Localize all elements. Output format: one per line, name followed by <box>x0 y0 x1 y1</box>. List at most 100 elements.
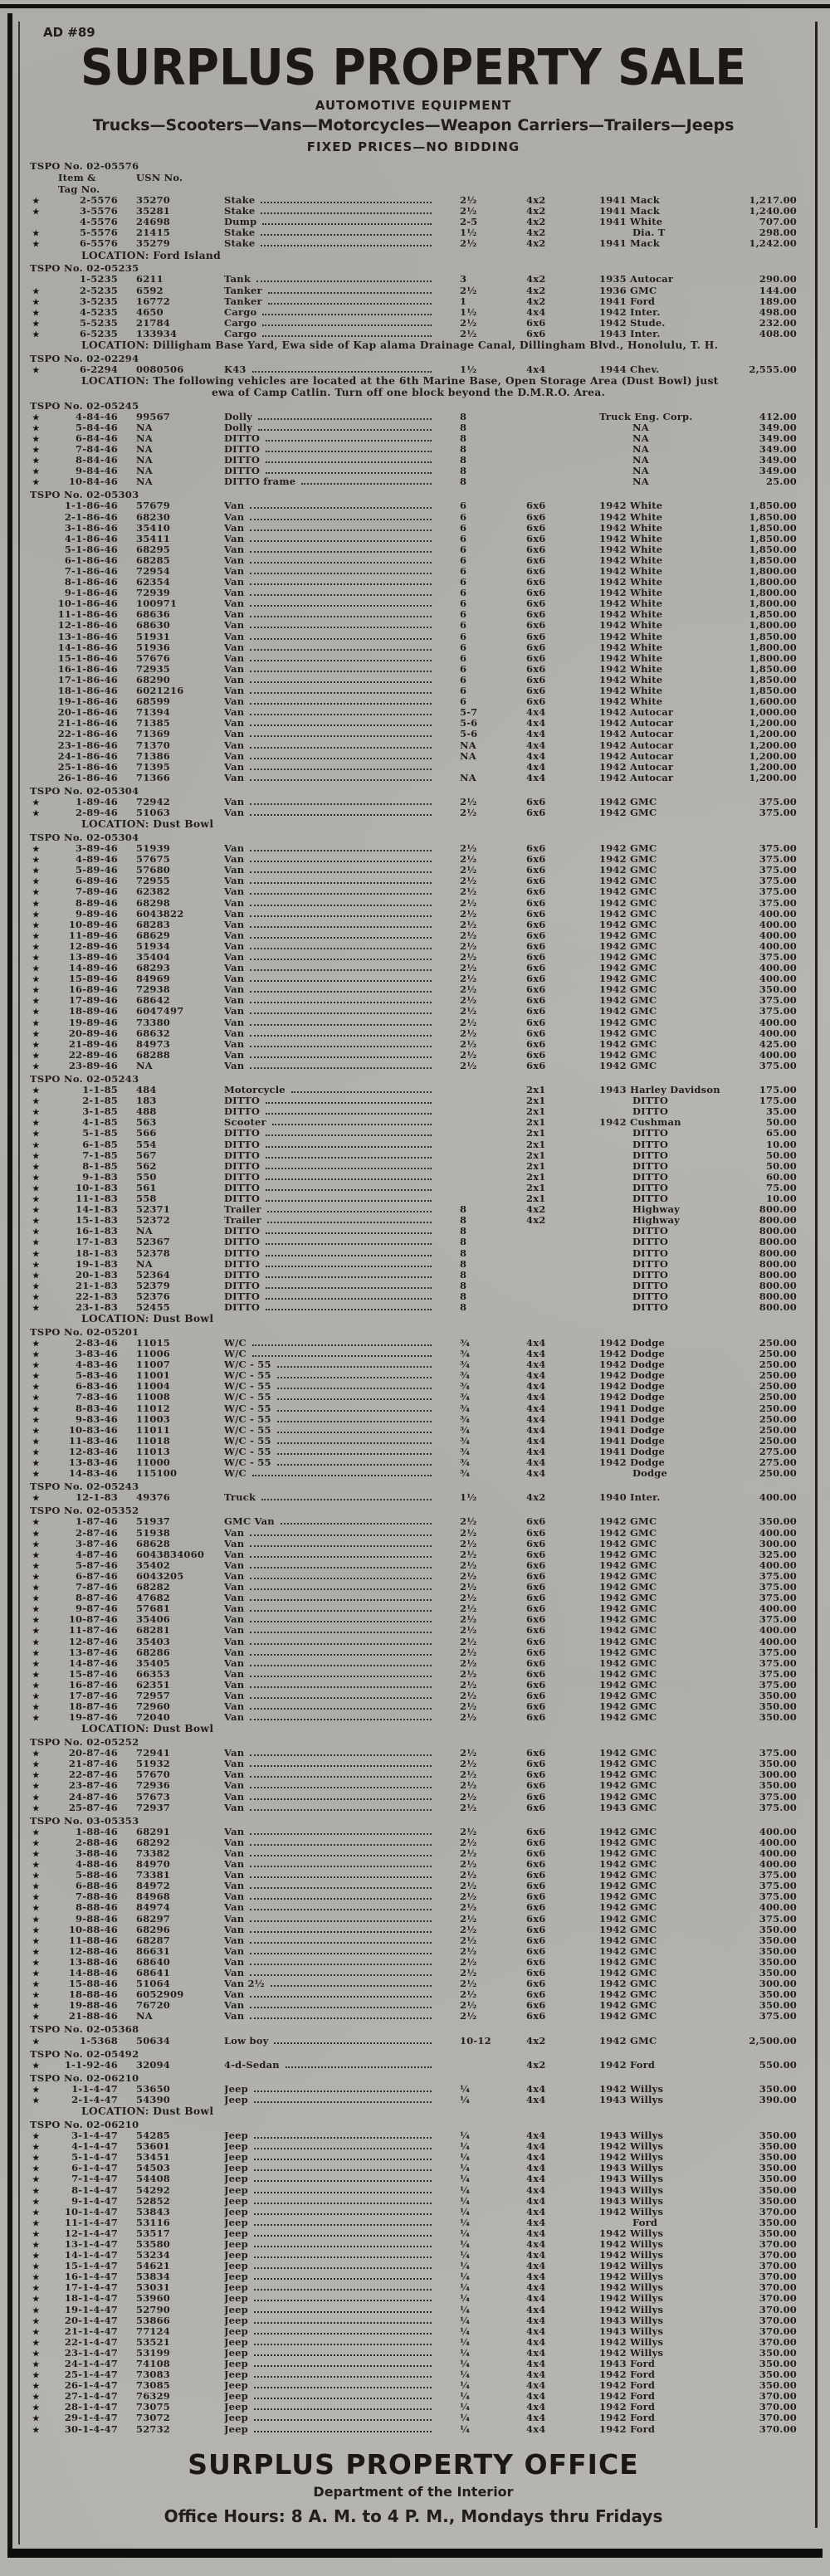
dotted-leader <box>253 2310 432 2313</box>
cell-capacity: ¼ <box>460 2130 471 2142</box>
description-text: Van <box>224 652 245 664</box>
dotted-leader <box>250 1066 432 1069</box>
cell-price: 250.00 <box>759 1434 797 1447</box>
dotted-leader <box>250 1534 432 1536</box>
cell-description: W/C - 55 <box>224 1447 440 1457</box>
star-icon: ★ <box>32 1217 40 1227</box>
cell-price: 375.00 <box>759 2010 797 2022</box>
description-text: Dump <box>224 217 257 228</box>
table-row: ★ 9-89-46 6043822 Van 2½ 6x6 1942 GMC 400.00 <box>30 907 797 920</box>
cell-year-make: 1942 White <box>599 576 663 588</box>
table-row: ★ 7-84-46 NA DITTO 8 NA 349.00 <box>30 442 797 455</box>
cell-tag-number: 9-89-46 <box>76 907 118 920</box>
cell-tag-number: 1-5235 <box>80 273 118 285</box>
cell-description: W/C - 55 <box>224 1359 440 1370</box>
cell-capacity: 8 <box>460 1300 467 1313</box>
cell-usn-number: 71394 <box>136 706 171 719</box>
cell-year-make: 1942 Ford <box>599 2379 656 2392</box>
cell-year-make: 1942 GMC <box>599 1869 657 1881</box>
cell-drive-type: 4x4 <box>526 2335 546 2348</box>
star-icon: ★ <box>32 1372 40 1382</box>
cell-usn-number: 35411 <box>136 532 171 544</box>
dotted-leader <box>261 202 432 204</box>
cell-price: 65.00 <box>765 1127 797 1139</box>
cell-year-make: 1942 GMC <box>599 1836 657 1848</box>
cell-price: 375.00 <box>759 1678 797 1690</box>
cell-usn-number: 68298 <box>136 896 171 909</box>
cell-year-make: 1942 Stude. <box>599 316 666 329</box>
cell-description: Van <box>224 1006 440 1017</box>
dotted-leader <box>250 893 432 895</box>
cell-year-make: 1942 White <box>599 598 663 610</box>
cell-year-make: NA <box>632 442 649 455</box>
cell-year-make: 1942 Ford <box>599 2058 656 2071</box>
cell-capacity: 2½ <box>460 1847 477 1859</box>
cell-description: Van <box>224 876 440 886</box>
cell-tag-number: 5-87-46 <box>76 1559 118 1571</box>
star-icon: ★ <box>32 1904 40 1914</box>
dotted-leader <box>253 2387 432 2389</box>
tspo-number: TSPO No. 02-02294 <box>30 352 139 364</box>
star-icon: ★ <box>32 1882 40 1892</box>
cell-capacity: ¼ <box>460 2401 471 2413</box>
cell-price: 1,200.00 <box>749 739 797 751</box>
table-row: ★ 8-1-85 562 DITTO 2x1 DITTO 50.00 <box>30 1160 797 1172</box>
cell-description: Van <box>224 854 440 865</box>
cell-capacity: 8 <box>460 1290 467 1302</box>
cell-drive-type: 4x4 <box>526 1380 546 1393</box>
cell-usn-number: 68642 <box>136 994 171 1007</box>
footer-department: Department of the Interior <box>313 2483 514 2500</box>
cell-tag-number: 15-89-46 <box>68 973 118 985</box>
description-text: Van <box>224 674 245 685</box>
dotted-leader <box>250 850 432 852</box>
table-row: ★ 1-5368 50634 Low boy 10-12 4x2 1942 GMC 2,500… <box>30 2035 797 2047</box>
cell-year-make: 1941 Dodge <box>599 1412 666 1425</box>
tspo-number: TSPO No. 02-06210 <box>30 2071 139 2084</box>
cell-usn-number: 73085 <box>136 2379 171 2392</box>
cell-price: 1,800.00 <box>749 576 797 588</box>
cell-year-make: 1942 Dodge <box>599 1391 666 1403</box>
description-text: Van <box>224 750 245 762</box>
cell-capacity: 8 <box>460 465 467 477</box>
description-text: Jeep <box>224 2250 248 2261</box>
cell-capacity: ¾ <box>460 1412 471 1425</box>
cell-price: 800.00 <box>759 1279 797 1291</box>
cell-year-make: 1942 GMC <box>599 1891 657 1903</box>
cell-tag-number: 21-87-46 <box>68 1758 118 1770</box>
cell-capacity: 2½ <box>460 929 477 941</box>
tspo-number: TSPO No. 02-05243 <box>30 1073 139 1086</box>
cell-tag-number: 7-83-46 <box>76 1391 118 1403</box>
cell-description: Scooter <box>224 1117 440 1128</box>
description-text: W/C - 55 <box>224 1359 271 1371</box>
cell-price: 1,242.00 <box>749 237 797 250</box>
cell-capacity: 2½ <box>460 1603 477 1615</box>
cell-price: 350.00 <box>759 1988 797 2001</box>
table-row: ★ 9-83-46 11003 W/C - 55 ¾ 4x4 1941 Dodge 250.0… <box>30 1412 797 1425</box>
cell-usn-number: 21784 <box>136 316 171 329</box>
cell-price: 175.00 <box>759 1084 797 1096</box>
star-icon: ★ <box>32 2414 40 2424</box>
cell-drive-type: 6x6 <box>526 1646 546 1658</box>
dotted-leader <box>266 1308 432 1310</box>
table-row: ★ 25-87-46 72937 Van 2½ 6x6 1943 GMC 375.00 <box>30 1802 797 1813</box>
description-text: Jeep <box>224 2282 248 2294</box>
cell-tag-number: 9-1-83 <box>82 1170 118 1183</box>
table-row: ★ 8-83-46 11012 W/C - 55 ¾ 4x4 1941 Dodge 250.0… <box>30 1403 797 1414</box>
cell-usn-number: 21415 <box>136 227 171 239</box>
cell-usn-number: 68295 <box>136 543 171 555</box>
cell-price: 250.00 <box>759 1402 797 1414</box>
ad-content: AD #89 SURPLUS PROPERTY SALE AUTOMOTIVE … <box>30 25 797 2526</box>
cell-price: 250.00 <box>759 1423 797 1436</box>
cell-capacity: 1½ <box>460 1491 477 1504</box>
table-row: ★ 6-5576 35279 Stake 2½ 4x2 1941 Mack 1,242.00 <box>30 237 797 250</box>
cell-drive-type: 6x6 <box>526 907 546 920</box>
cell-year-make: 1942 Dodge <box>599 1359 666 1371</box>
cell-description: Jeep <box>224 2185 440 2196</box>
star-icon: ★ <box>32 1129 40 1139</box>
description-text: DITTO frame <box>224 476 296 488</box>
cell-drive-type: 6x6 <box>526 1689 546 1701</box>
dotted-leader <box>266 1145 432 1148</box>
star-icon: ★ <box>32 942 40 952</box>
cell-price: 1,850.00 <box>749 608 797 621</box>
description-text: DITTO <box>224 1182 261 1193</box>
